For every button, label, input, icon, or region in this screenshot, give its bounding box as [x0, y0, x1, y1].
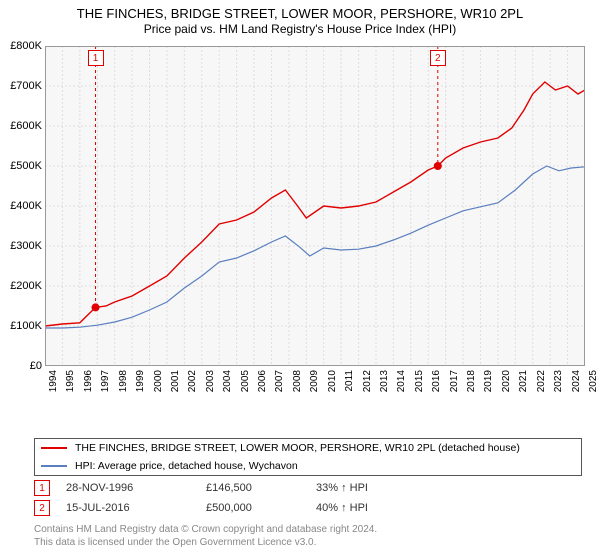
x-tick-label: 2016: [431, 370, 442, 400]
x-tick-label: 2022: [536, 370, 547, 400]
data-point-price: £500,000: [206, 502, 316, 514]
x-tick-label: 2013: [379, 370, 390, 400]
x-tick-label: 1997: [100, 370, 111, 400]
title-address: THE FINCHES, BRIDGE STREET, LOWER MOOR, …: [0, 6, 600, 22]
x-tick-label: 2002: [187, 370, 198, 400]
legend: THE FINCHES, BRIDGE STREET, LOWER MOOR, …: [34, 438, 582, 476]
chart-marker-badge: 1: [88, 50, 104, 66]
x-tick-label: 2000: [153, 370, 164, 400]
x-tick-label: 1994: [48, 370, 59, 400]
legend-label: HPI: Average price, detached house, Wych…: [75, 460, 298, 472]
chart-area: [45, 46, 585, 396]
x-tick-label: 2007: [274, 370, 285, 400]
data-point-note: 33% ↑ HPI: [316, 482, 368, 494]
legend-swatch: [41, 447, 67, 449]
y-tick-label: £700K: [2, 80, 42, 92]
data-point-badge: 2: [34, 500, 50, 516]
legend-label: THE FINCHES, BRIDGE STREET, LOWER MOOR, …: [75, 442, 520, 454]
legend-swatch: [41, 465, 67, 467]
y-tick-label: £300K: [2, 240, 42, 252]
data-point-date: 15-JUL-2016: [66, 502, 206, 514]
x-tick-label: 2021: [518, 370, 529, 400]
title-block: THE FINCHES, BRIDGE STREET, LOWER MOOR, …: [0, 0, 600, 37]
x-tick-label: 2019: [483, 370, 494, 400]
y-tick-label: £0: [2, 360, 42, 372]
x-tick-label: 2003: [205, 370, 216, 400]
data-point-note: 40% ↑ HPI: [316, 502, 368, 514]
x-tick-label: 2009: [309, 370, 320, 400]
x-tick-label: 2004: [222, 370, 233, 400]
y-tick-label: £500K: [2, 160, 42, 172]
data-point-price: £146,500: [206, 482, 316, 494]
x-tick-label: 2001: [170, 370, 181, 400]
x-tick-label: 2005: [240, 370, 251, 400]
y-tick-label: £600K: [2, 120, 42, 132]
y-tick-label: £800K: [2, 40, 42, 52]
x-tick-label: 2008: [292, 370, 303, 400]
x-tick-label: 2012: [362, 370, 373, 400]
x-tick-label: 1998: [118, 370, 129, 400]
y-tick-label: £400K: [2, 200, 42, 212]
x-tick-label: 2025: [588, 370, 599, 400]
title-subtitle: Price paid vs. HM Land Registry's House …: [0, 22, 600, 37]
chart-container: THE FINCHES, BRIDGE STREET, LOWER MOOR, …: [0, 0, 600, 560]
data-point-table: 1 28-NOV-1996£146,50033% ↑ HPI 2 15-JUL-201…: [34, 478, 368, 518]
legend-item: THE FINCHES, BRIDGE STREET, LOWER MOOR, …: [35, 439, 581, 457]
data-point-date: 28-NOV-1996: [66, 482, 206, 494]
x-tick-label: 2018: [466, 370, 477, 400]
data-point-row: 1 28-NOV-1996£146,50033% ↑ HPI: [34, 478, 368, 498]
x-tick-label: 2010: [327, 370, 338, 400]
y-tick-label: £100K: [2, 320, 42, 332]
data-point-row: 2 15-JUL-2016£500,00040% ↑ HPI: [34, 498, 368, 518]
x-tick-label: 2006: [257, 370, 268, 400]
x-tick-label: 2024: [571, 370, 582, 400]
attribution-line1: Contains HM Land Registry data © Crown c…: [34, 524, 377, 535]
x-tick-label: 1995: [65, 370, 76, 400]
y-tick-label: £200K: [2, 280, 42, 292]
x-tick-label: 2020: [501, 370, 512, 400]
attribution: Contains HM Land Registry data © Crown c…: [34, 524, 377, 549]
x-tick-label: 2014: [396, 370, 407, 400]
x-tick-label: 2015: [414, 370, 425, 400]
line-chart: [45, 46, 585, 366]
chart-marker-badge: 2: [430, 50, 446, 66]
x-tick-label: 2023: [553, 370, 564, 400]
x-tick-label: 1999: [135, 370, 146, 400]
x-tick-label: 1996: [83, 370, 94, 400]
data-point-badge: 1: [34, 480, 50, 496]
legend-item: HPI: Average price, detached house, Wych…: [35, 457, 581, 475]
x-tick-label: 2011: [344, 370, 355, 400]
x-tick-label: 2017: [449, 370, 460, 400]
attribution-line2: This data is licensed under the Open Gov…: [34, 537, 316, 548]
